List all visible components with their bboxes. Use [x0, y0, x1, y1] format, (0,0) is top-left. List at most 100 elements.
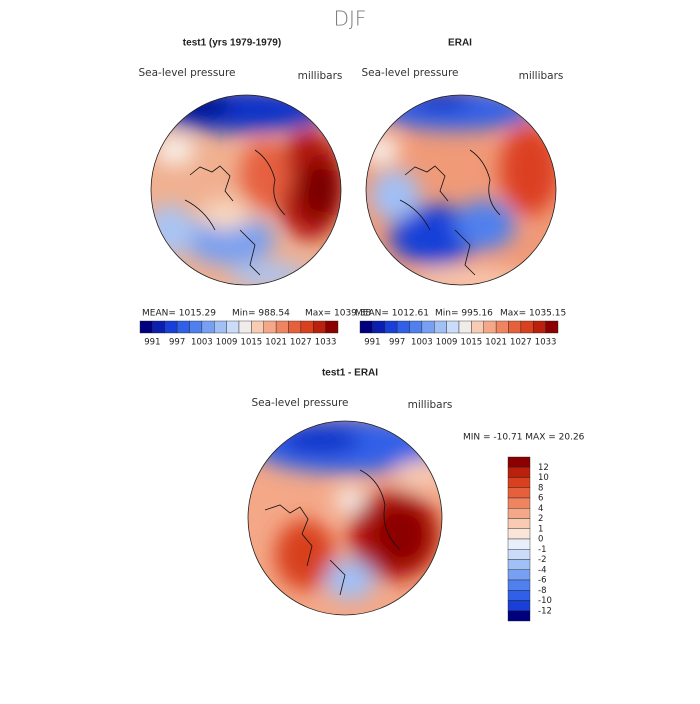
colorbar-label: 10	[538, 473, 549, 483]
colorbar-swatch	[507, 610, 531, 622]
colorbar-label: -8	[538, 586, 546, 596]
colorbar-swatch	[508, 320, 522, 334]
colorbar-swatch	[313, 320, 326, 334]
stat-label: MEAN= 1012.61	[355, 309, 429, 319]
colorbar-label: -10	[538, 596, 552, 606]
map-border	[247, 420, 443, 616]
colorbar-swatch	[226, 320, 240, 334]
variable-label: Sea-level pressure	[138, 67, 235, 79]
colorbar-swatch	[139, 320, 153, 334]
colorbar-swatch	[238, 320, 252, 334]
colorbar-swatch	[507, 549, 531, 560]
colorbar-label: -1	[538, 545, 546, 555]
colorbar-label: 1009	[216, 338, 238, 348]
colorbar-label: 991	[144, 338, 160, 348]
colorbar-swatch	[471, 320, 484, 334]
colorbar-label: 997	[169, 338, 185, 348]
colorbar-label: 8	[538, 483, 543, 493]
map	[248, 421, 442, 615]
colorbar-label: 1027	[510, 338, 532, 348]
colorbar-swatch	[507, 559, 531, 570]
colorbar-label: 6	[538, 494, 543, 504]
colorbar-swatch	[507, 508, 531, 519]
colorbar-swatch	[507, 467, 531, 478]
colorbar-label: 1033	[535, 338, 557, 348]
colorbar-label: -12	[538, 606, 552, 616]
stat-label: MEAN= 1015.29	[142, 309, 216, 319]
colorbar-swatch	[164, 320, 178, 334]
colorbar-swatch	[495, 320, 509, 334]
colorbar-swatch	[214, 320, 227, 334]
colorbar-swatch	[201, 320, 215, 334]
colorbar-label: 1015	[241, 338, 263, 348]
stat-label: Max= 1035.15	[500, 309, 566, 319]
colorbar-label: 997	[389, 338, 405, 348]
colorbar-swatch	[507, 569, 531, 581]
colorbar-label: 1015	[461, 338, 483, 348]
colorbar-swatch	[507, 590, 531, 601]
colorbar-swatch	[507, 600, 531, 611]
colorbar-swatch	[507, 528, 531, 540]
colorbar-swatch	[263, 320, 277, 334]
stat-label: Max= 1039.38	[305, 309, 371, 319]
colorbar-swatch	[507, 477, 531, 488]
map	[151, 95, 341, 285]
units-label: millibars	[298, 70, 343, 82]
colorbar-swatch	[507, 579, 531, 591]
colorbar-swatch	[421, 320, 435, 334]
colorbar-swatch	[409, 320, 423, 334]
stat-label: MIN = -10.71 MAX = 20.26	[463, 433, 585, 443]
colorbar-swatch	[275, 320, 289, 334]
units-label: millibars	[408, 399, 453, 411]
colorbar-label: 1021	[485, 338, 507, 348]
colorbar-label: 0	[538, 535, 543, 545]
panel-title: ERAI	[448, 38, 472, 49]
colorbar-label: 1033	[315, 338, 337, 348]
colorbar-swatch	[507, 497, 531, 509]
map-border	[150, 94, 342, 286]
colorbar-swatch	[507, 487, 531, 499]
colorbar-label: 1021	[265, 338, 287, 348]
colorbar-swatch	[300, 320, 314, 334]
colorbar-label: 1027	[290, 338, 312, 348]
colorbar-label: 12	[538, 463, 549, 473]
colorbar-swatch	[251, 320, 264, 334]
colorbar-swatch	[384, 320, 398, 334]
colorbar-label: -4	[538, 565, 546, 575]
variable-label: Sea-level pressure	[251, 397, 348, 409]
colorbar-label: 1009	[436, 338, 458, 348]
colorbar-label: -6	[538, 576, 546, 586]
colorbar-swatch	[152, 320, 165, 334]
colorbar-swatch	[483, 320, 497, 334]
colorbar-swatch	[396, 320, 410, 334]
colorbar-swatch	[189, 320, 203, 334]
figure-title: DJF	[334, 7, 367, 31]
colorbar-swatch	[458, 320, 472, 334]
colorbar-label: 2	[538, 514, 543, 524]
map-border	[365, 94, 557, 286]
colorbar-swatch	[176, 320, 190, 334]
colorbar-label: 1003	[411, 338, 433, 348]
stat-label: Min= 995.16	[435, 309, 493, 319]
colorbar-swatch	[507, 456, 531, 468]
colorbar-swatch	[520, 320, 534, 334]
colorbar-swatch	[288, 320, 302, 334]
colorbar-swatch	[325, 320, 339, 334]
colorbar-swatch	[507, 518, 531, 529]
stat-label: Min= 988.54	[232, 309, 290, 319]
colorbar-label: 1	[538, 524, 543, 534]
colorbar-swatch	[507, 538, 531, 550]
panel-title: test1 (yrs 1979-1979)	[183, 38, 281, 49]
colorbar-swatch	[545, 320, 559, 334]
panel-title: test1 - ERAI	[322, 368, 378, 379]
colorbar-swatch	[446, 320, 460, 334]
colorbar-swatch	[372, 320, 385, 334]
colorbar-swatch	[359, 320, 373, 334]
colorbar-label: -2	[538, 555, 546, 565]
colorbar-label: 991	[364, 338, 380, 348]
map	[366, 95, 556, 285]
variable-label: Sea-level pressure	[361, 67, 458, 79]
colorbar-swatch	[434, 320, 447, 334]
colorbar-swatch	[533, 320, 546, 334]
